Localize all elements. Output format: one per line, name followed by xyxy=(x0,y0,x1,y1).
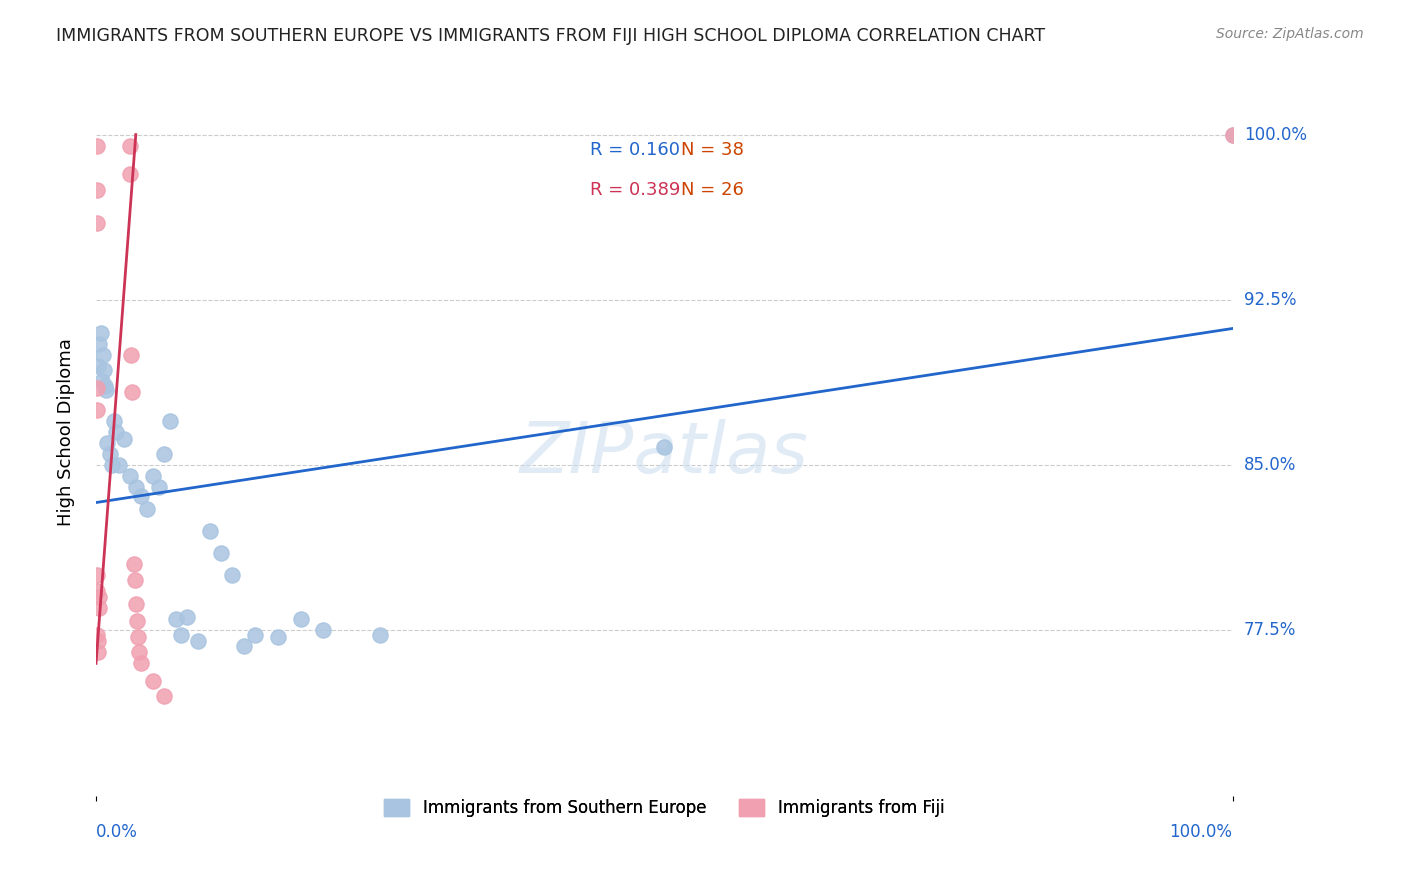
Text: ZIPatlas: ZIPatlas xyxy=(520,419,808,488)
Point xyxy=(127,630,149,644)
Point xyxy=(87,359,110,373)
Point xyxy=(1222,128,1244,142)
Point xyxy=(87,645,110,659)
Point xyxy=(142,673,165,688)
Text: N = 38: N = 38 xyxy=(682,141,744,160)
Point xyxy=(87,634,110,648)
Point xyxy=(105,425,128,439)
Point xyxy=(96,436,118,450)
Point xyxy=(86,381,108,395)
Point xyxy=(120,138,142,153)
Point xyxy=(125,615,148,629)
Point xyxy=(198,524,221,538)
Point xyxy=(165,612,187,626)
Point xyxy=(176,610,198,624)
Y-axis label: High School Diploma: High School Diploma xyxy=(58,338,75,526)
Point xyxy=(107,458,129,472)
Point xyxy=(148,480,170,494)
Point xyxy=(120,167,142,181)
Point xyxy=(93,363,115,377)
Point xyxy=(86,628,108,642)
Text: R = 0.389: R = 0.389 xyxy=(591,181,681,199)
Point xyxy=(124,573,146,587)
Point xyxy=(368,628,391,642)
Point xyxy=(243,628,266,642)
Text: Source: ZipAtlas.com: Source: ZipAtlas.com xyxy=(1216,27,1364,41)
Point xyxy=(652,441,675,455)
Text: N = 26: N = 26 xyxy=(682,181,744,199)
Point xyxy=(86,216,108,230)
Point xyxy=(232,639,254,653)
Point xyxy=(221,568,243,582)
Text: 85.0%: 85.0% xyxy=(1244,456,1296,474)
Point xyxy=(131,489,153,503)
Text: IMMIGRANTS FROM SOUTHERN EUROPE VS IMMIGRANTS FROM FIJI HIGH SCHOOL DIPLOMA CORR: IMMIGRANTS FROM SOUTHERN EUROPE VS IMMIG… xyxy=(56,27,1046,45)
Point xyxy=(136,502,159,516)
Point xyxy=(89,337,111,351)
Point xyxy=(1222,128,1244,142)
Text: 100.0%: 100.0% xyxy=(1170,823,1233,841)
Point xyxy=(159,414,181,428)
Point xyxy=(86,183,108,197)
Point xyxy=(94,378,117,392)
Point xyxy=(98,447,121,461)
Point xyxy=(101,458,124,472)
Text: 0.0%: 0.0% xyxy=(96,823,138,841)
Text: 92.5%: 92.5% xyxy=(1244,291,1296,309)
Point xyxy=(187,634,209,648)
Point xyxy=(121,385,143,400)
Point xyxy=(153,690,176,704)
Text: 100.0%: 100.0% xyxy=(1244,126,1306,144)
Point xyxy=(125,597,148,611)
Point xyxy=(120,348,142,362)
Point xyxy=(86,583,108,598)
Point xyxy=(128,645,150,659)
Legend: Immigrants from Southern Europe, Immigrants from Fiji: Immigrants from Southern Europe, Immigra… xyxy=(371,786,957,830)
Point xyxy=(209,546,232,560)
Point xyxy=(89,591,111,605)
Point xyxy=(86,138,108,153)
Text: 77.5%: 77.5% xyxy=(1244,622,1296,640)
Point xyxy=(122,558,145,572)
Point xyxy=(86,403,108,417)
Point xyxy=(86,568,108,582)
Point xyxy=(170,628,193,642)
Point xyxy=(142,469,165,483)
Point xyxy=(120,469,142,483)
Point xyxy=(89,601,111,615)
Point xyxy=(125,480,148,494)
Point xyxy=(267,630,290,644)
Point xyxy=(90,326,112,340)
Point xyxy=(103,414,125,428)
Point xyxy=(312,624,335,638)
Point xyxy=(90,375,112,389)
Point xyxy=(91,348,114,362)
Point xyxy=(153,447,176,461)
Point xyxy=(96,383,118,397)
Point xyxy=(131,657,153,671)
Text: R = 0.160: R = 0.160 xyxy=(591,141,681,160)
Point xyxy=(290,612,312,626)
Point xyxy=(112,432,135,446)
